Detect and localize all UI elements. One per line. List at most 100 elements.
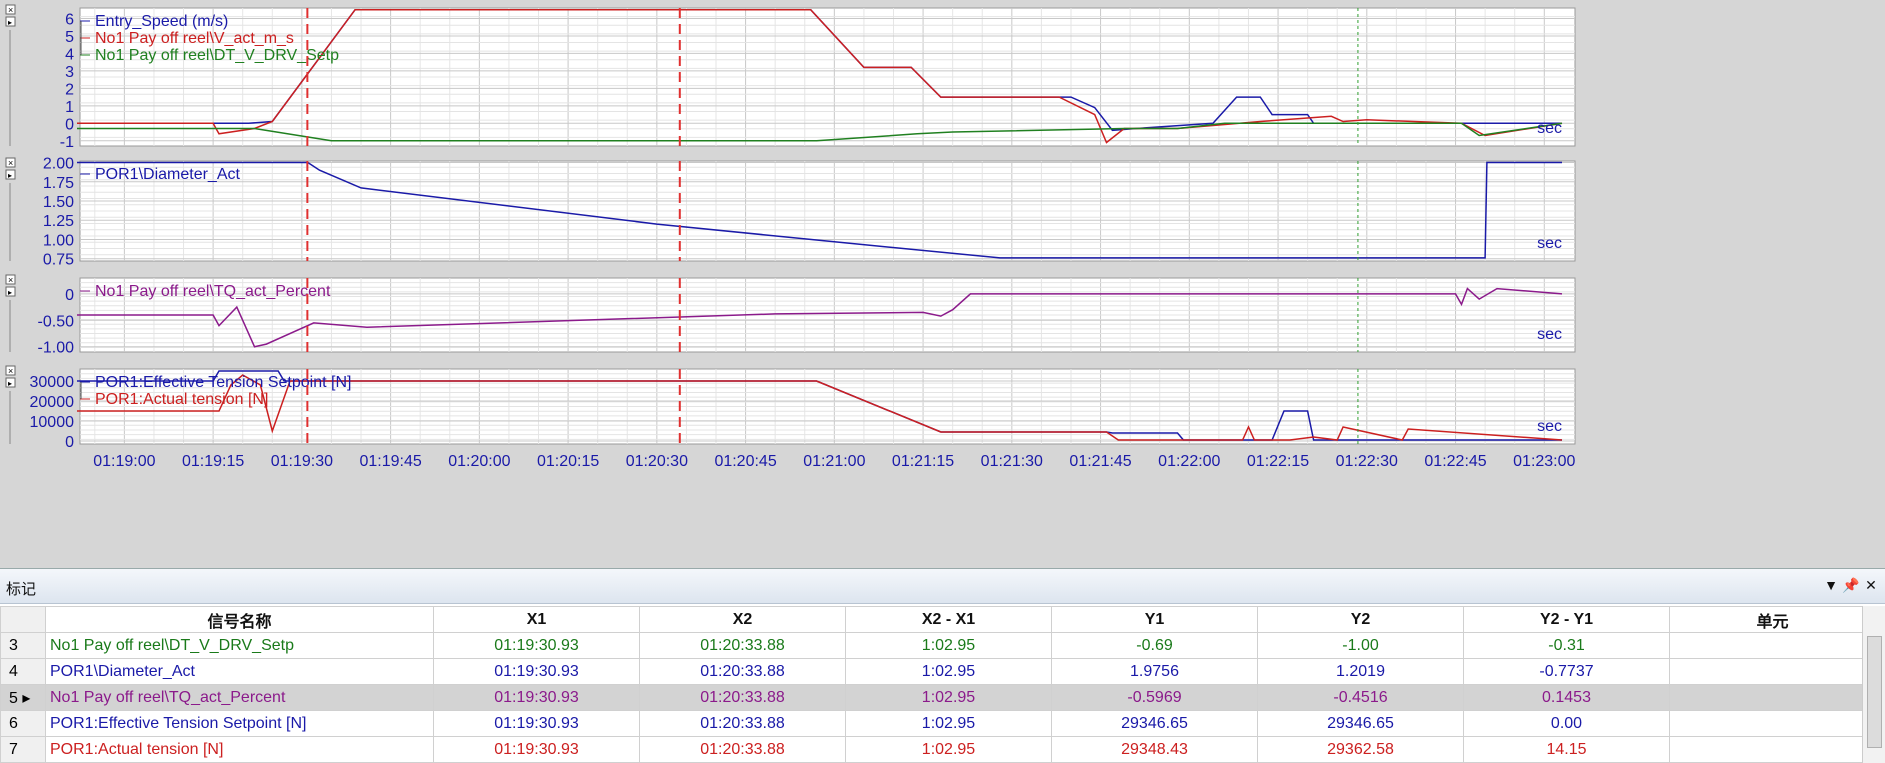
signal-name-cell: POR1\Diameter_Act xyxy=(45,658,434,685)
x1-cell: 01:19:30.93 xyxy=(433,710,640,737)
col-dy[interactable]: Y2 - Y1 xyxy=(1463,606,1670,633)
panel-arrow-icon xyxy=(5,286,16,297)
legend-label: No1 Pay off reel\DT_V_DRV_Setp xyxy=(95,47,339,64)
col-x1[interactable]: X1 xyxy=(433,606,640,633)
x-tick-label: 01:21:45 xyxy=(1069,453,1131,470)
panel-arrow-icon xyxy=(5,16,16,27)
dx-cell: 1:02.95 xyxy=(845,658,1052,685)
unit-cell xyxy=(1669,658,1876,685)
x2-cell: 01:20:33.88 xyxy=(639,658,846,685)
y-tick-label: 0 xyxy=(65,434,74,451)
y-tick-label: 20000 xyxy=(30,394,75,411)
y-tick-label: 1.50 xyxy=(43,194,74,211)
x-tick-label: 01:22:45 xyxy=(1424,453,1486,470)
trend-chart-area[interactable]: × ▸ 6 5 4 3 2 1 0 -1 Entry_Speed (m/s) No1 Pay off … xyxy=(0,0,1885,568)
unit-label: sec xyxy=(1537,235,1562,252)
col-x2[interactable]: X2 xyxy=(639,606,846,633)
x2-cell: 01:20:33.88 xyxy=(639,736,846,763)
x-tick-label: 01:22:00 xyxy=(1158,453,1220,470)
y-tick-label: 1.25 xyxy=(43,213,74,230)
y2-cell: -0.4516 xyxy=(1257,684,1464,711)
y-tick-label: 2.00 xyxy=(43,156,74,173)
series-line xyxy=(77,8,1563,144)
y1-cell: -0.5969 xyxy=(1051,684,1258,711)
y-tick-label: 1.75 xyxy=(43,175,74,192)
x-tick-label: 01:23:00 xyxy=(1513,453,1575,470)
y1-cell: 1.9756 xyxy=(1051,658,1258,685)
scrollbar-thumb[interactable] xyxy=(1867,636,1882,748)
dy-cell: -0.7737 xyxy=(1463,658,1670,685)
row-number: 7 xyxy=(0,736,46,763)
panel-arrow-icon: ▸ xyxy=(8,379,12,388)
panel-close-icon xyxy=(5,365,16,376)
y-tick-label: -0.50 xyxy=(38,313,75,330)
series-line xyxy=(77,122,1563,142)
signal-name-cell: POR1:Effective Tension Setpoint [N] xyxy=(45,710,434,737)
y-tick-label: 1 xyxy=(65,99,74,116)
unit-cell xyxy=(1669,684,1876,711)
y-tick-label: -1.00 xyxy=(38,340,75,357)
row-number-header xyxy=(0,606,46,633)
col-y2[interactable]: Y2 xyxy=(1257,606,1464,633)
unit-label: sec xyxy=(1537,418,1562,435)
y-tick-label: 5 xyxy=(65,29,74,46)
legend-label: POR1\Diameter_Act xyxy=(95,166,240,183)
dy-cell: -0.31 xyxy=(1463,632,1670,659)
panel-close-icon: × xyxy=(8,158,13,168)
marker-row[interactable]: 7 POR1:Actual tension [N] 01:19:30.93 01:20… xyxy=(0,736,1876,763)
legend-label: No1 Pay off reel\V_act_m_s xyxy=(95,30,294,47)
x-tick-label: 01:20:00 xyxy=(448,453,510,470)
panel-arrow-icon: ▸ xyxy=(8,18,12,27)
pin-icon[interactable]: 📌 xyxy=(1842,577,1860,593)
dx-cell: 1:02.95 xyxy=(845,684,1052,711)
series-line xyxy=(77,287,1563,348)
x-tick-label: 01:21:00 xyxy=(803,453,865,470)
unit-cell xyxy=(1669,736,1876,763)
unit-label: sec xyxy=(1537,120,1562,137)
x-tick-label: 01:19:45 xyxy=(359,453,421,470)
marker-row[interactable]: 5 ▸ No1 Pay off reel\TQ_act_Percent 01:19:… xyxy=(0,684,1876,711)
col-unit[interactable]: 单元 xyxy=(1669,606,1876,633)
x1-cell: 01:19:30.93 xyxy=(433,736,640,763)
x1-cell: 01:19:30.93 xyxy=(433,632,640,659)
x1-cell: 01:19:30.93 xyxy=(433,684,640,711)
signal-name-cell: No1 Pay off reel\DT_V_DRV_Setp xyxy=(45,632,434,659)
unit-cell xyxy=(1669,710,1876,737)
x-tick-label: 01:21:15 xyxy=(892,453,954,470)
dropdown-icon[interactable]: ▼ xyxy=(1824,577,1838,593)
col-dx[interactable]: X2 - X1 xyxy=(845,606,1052,633)
marker-title: 标记 xyxy=(6,581,37,598)
marker-row[interactable]: 3 No1 Pay off reel\DT_V_DRV_Setp 01:19:30.… xyxy=(0,632,1876,659)
y-tick-label: 0 xyxy=(65,116,74,133)
signal-name-cell: POR1:Actual tension [N] xyxy=(45,736,434,763)
x-tick-label: 01:19:00 xyxy=(93,453,155,470)
y-tick-label: -1 xyxy=(60,134,74,151)
x-tick-label: 01:19:15 xyxy=(182,453,244,470)
legend-label: POR1:Actual tension [N] xyxy=(95,391,268,408)
y-tick-label: 2 xyxy=(65,81,74,98)
y2-cell: 1.2019 xyxy=(1257,658,1464,685)
panel-arrow-icon xyxy=(5,169,16,180)
marker-titlebar: 标记 ▼ 📌 ✕ xyxy=(0,569,1885,604)
panel-arrow-icon: ▸ xyxy=(8,171,12,180)
x-tick-label: 01:20:30 xyxy=(626,453,688,470)
marker-row[interactable]: 6 POR1:Effective Tension Setpoint [N] 01:1… xyxy=(0,710,1876,737)
marker-row[interactable]: 4 POR1\Diameter_Act 01:19:30.93 01:20:33.88… xyxy=(0,658,1876,685)
panel-close-icon xyxy=(5,157,16,168)
vertical-scrollbar[interactable] xyxy=(1862,606,1885,763)
marker-panel: 标记 ▼ 📌 ✕ 信号名称 X1 X2 X2 - X1 Y1 Y2 Y2 - Y1 … xyxy=(0,568,1885,763)
x-tick-label: 01:20:15 xyxy=(537,453,599,470)
panel-close-icon: × xyxy=(8,366,13,376)
y2-cell: -1.00 xyxy=(1257,632,1464,659)
col-signal-name[interactable]: 信号名称 xyxy=(45,606,434,633)
x2-cell: 01:20:33.88 xyxy=(639,684,846,711)
x-tick-label: 01:22:15 xyxy=(1247,453,1309,470)
y-tick-label: 10000 xyxy=(30,414,75,431)
panel-arrow-icon xyxy=(5,377,16,388)
close-icon[interactable]: ✕ xyxy=(1865,577,1877,593)
y-tick-label: 0 xyxy=(65,287,74,304)
y-tick-label: 3 xyxy=(65,64,74,81)
dx-cell: 1:02.95 xyxy=(845,736,1052,763)
col-y1[interactable]: Y1 xyxy=(1051,606,1258,633)
